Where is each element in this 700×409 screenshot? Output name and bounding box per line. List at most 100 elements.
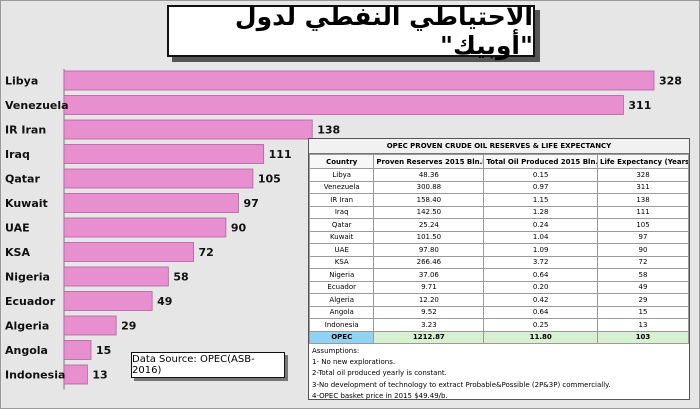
header-proven-reserves: Proven Reserves 2015 Bln.bbls (373, 154, 485, 169)
reserves-table: Country Proven Reserves 2015 Bln.bbls To… (308, 154, 689, 344)
table-cell: 0.15 (483, 168, 599, 182)
table-cell: 12.20 (373, 293, 485, 307)
table-cell: 1.15 (483, 193, 599, 207)
table-cell-country: Libya (308, 168, 375, 182)
table-cell: 97.80 (373, 243, 485, 257)
bar-ir-iran (63, 119, 313, 140)
assumption-item: 2-Total oil produced yearly is constant. (312, 369, 447, 378)
bar-venezuela (63, 95, 624, 115)
table-cell: 49 (597, 280, 689, 294)
category-label: Venezuela (5, 99, 69, 112)
source-note: Data Source: OPEC(ASB-2016) (132, 354, 255, 376)
table-row: Ecuador 9.71 0.20 49 (308, 280, 689, 294)
value-label: 97 (243, 197, 258, 210)
table-caption: OPEC PROVEN CRUDE OIL RESERVES & LIFE EX… (309, 139, 689, 154)
table-cell: 101.50 (373, 230, 485, 244)
table-cell-country: IR Iran (308, 193, 375, 207)
category-label: Indonesia (5, 369, 65, 382)
table-cell-country: Ecuador (308, 280, 375, 294)
table-row: Nigeria 37.06 0.64 58 (308, 268, 689, 282)
table-cell-country: Angola (308, 305, 375, 319)
category-label: Qatar (5, 173, 40, 186)
value-label: 15 (96, 344, 111, 357)
table-body: Libya 48.36 0.15 328 Venezuela 300.88 0.97 311 I… (308, 168, 689, 344)
value-label: 58 (173, 271, 188, 284)
bar-indonesia (63, 364, 88, 385)
title-box: الاحتياطي النفطي لدول "أوبيك" (167, 2, 535, 60)
bar-nigeria (63, 266, 169, 287)
table-cell: 48.36 (373, 168, 485, 182)
table-cell-country: KSA (308, 255, 375, 269)
value-label: 311 (628, 99, 651, 112)
category-label: Nigeria (5, 271, 50, 284)
table-cell: 111 (597, 205, 689, 219)
bar-uae (63, 217, 227, 238)
table-row: KSA 266.46 3.72 72 (308, 255, 689, 269)
bar-ecuador (63, 291, 153, 311)
table-cell: 1.04 (483, 230, 599, 244)
table-row: Libya 48.36 0.15 328 (308, 168, 689, 182)
category-label: Iraq (5, 148, 30, 161)
value-label: 13 (92, 369, 107, 382)
table-cell: 138 (597, 193, 689, 207)
table-cell: 3.23 (373, 318, 485, 332)
category-label: UAE (5, 222, 30, 235)
table-row: Qatar 25.24 0.24 105 (308, 218, 689, 232)
table-cell-opec: OPEC (308, 330, 375, 344)
table-cell: 103 (597, 330, 689, 344)
table-cell-country: Algeria (308, 293, 375, 307)
value-label: 105 (258, 173, 281, 186)
table-cell: 300.88 (373, 180, 485, 194)
value-label: 29 (121, 320, 136, 333)
table-cell: 0.25 (483, 318, 599, 332)
table-cell: 328 (597, 168, 689, 182)
table-cell-country: Indonesia (308, 318, 375, 332)
value-label: 111 (269, 148, 292, 161)
assumption-item: 1- No new explorations. (312, 358, 396, 367)
category-label: Algeria (5, 320, 49, 333)
table-header-row: Country Proven Reserves 2015 Bln.bbls To… (308, 154, 689, 169)
table-cell: 0.42 (483, 293, 599, 307)
header-country: Country (308, 154, 375, 169)
table-cell: 72 (597, 255, 689, 269)
category-label: Angola (5, 344, 48, 357)
header-life-expectancy: Life Expectancy (Years) (597, 154, 689, 169)
table-cell: 58 (597, 268, 689, 282)
table-cell: 29 (597, 293, 689, 307)
category-label: Kuwait (5, 197, 48, 210)
table-cell-country: Nigeria (308, 268, 375, 282)
assumptions-heading: Assumptions: (312, 347, 360, 355)
table-cell: 0.97 (483, 180, 599, 194)
assumption-item: 4-OPEC basket price in 2015 $49.49/b. (312, 391, 448, 400)
value-label: 90 (231, 222, 247, 235)
table-cell: 105 (597, 218, 689, 232)
source-note-box: Data Source: OPEC(ASB-2016) (131, 352, 285, 378)
table-cell-country: Venezuela (308, 180, 375, 194)
table-total-row: OPEC 1212.87 11.80 103 (308, 330, 689, 344)
value-label: 328 (659, 75, 682, 88)
category-label: Ecuador (5, 295, 56, 308)
chart-title: الاحتياطي النفطي لدول "أوبيك" (234, 2, 533, 60)
table-cell-country: Kuwait (308, 230, 375, 244)
table-row: Indonesia 3.23 0.25 13 (308, 318, 689, 332)
table-cell: 9.52 (373, 305, 485, 319)
bar-angola (63, 340, 92, 360)
table-cell: 266.46 (373, 255, 485, 269)
table-row: IR Iran 158.40 1.15 138 (308, 193, 689, 207)
table-cell: 0.24 (483, 218, 599, 232)
table-cell-country: Qatar (308, 218, 375, 232)
table-cell: 11.80 (483, 330, 599, 344)
bar-libya (63, 70, 655, 91)
table-cell: 0.64 (483, 268, 599, 282)
bar-qatar (63, 168, 254, 189)
table-cell: 142.50 (373, 205, 485, 219)
table-cell: 9.71 (373, 280, 485, 294)
table-cell: 13 (597, 318, 689, 332)
bar-iraq (63, 144, 265, 164)
bar-kuwait (63, 193, 239, 213)
table-cell: 1212.87 (373, 330, 485, 344)
table-cell: 3.72 (483, 255, 599, 269)
table-row: Kuwait 101.50 1.04 97 (308, 230, 689, 244)
table-row: Iraq 142.50 1.28 111 (308, 205, 689, 219)
